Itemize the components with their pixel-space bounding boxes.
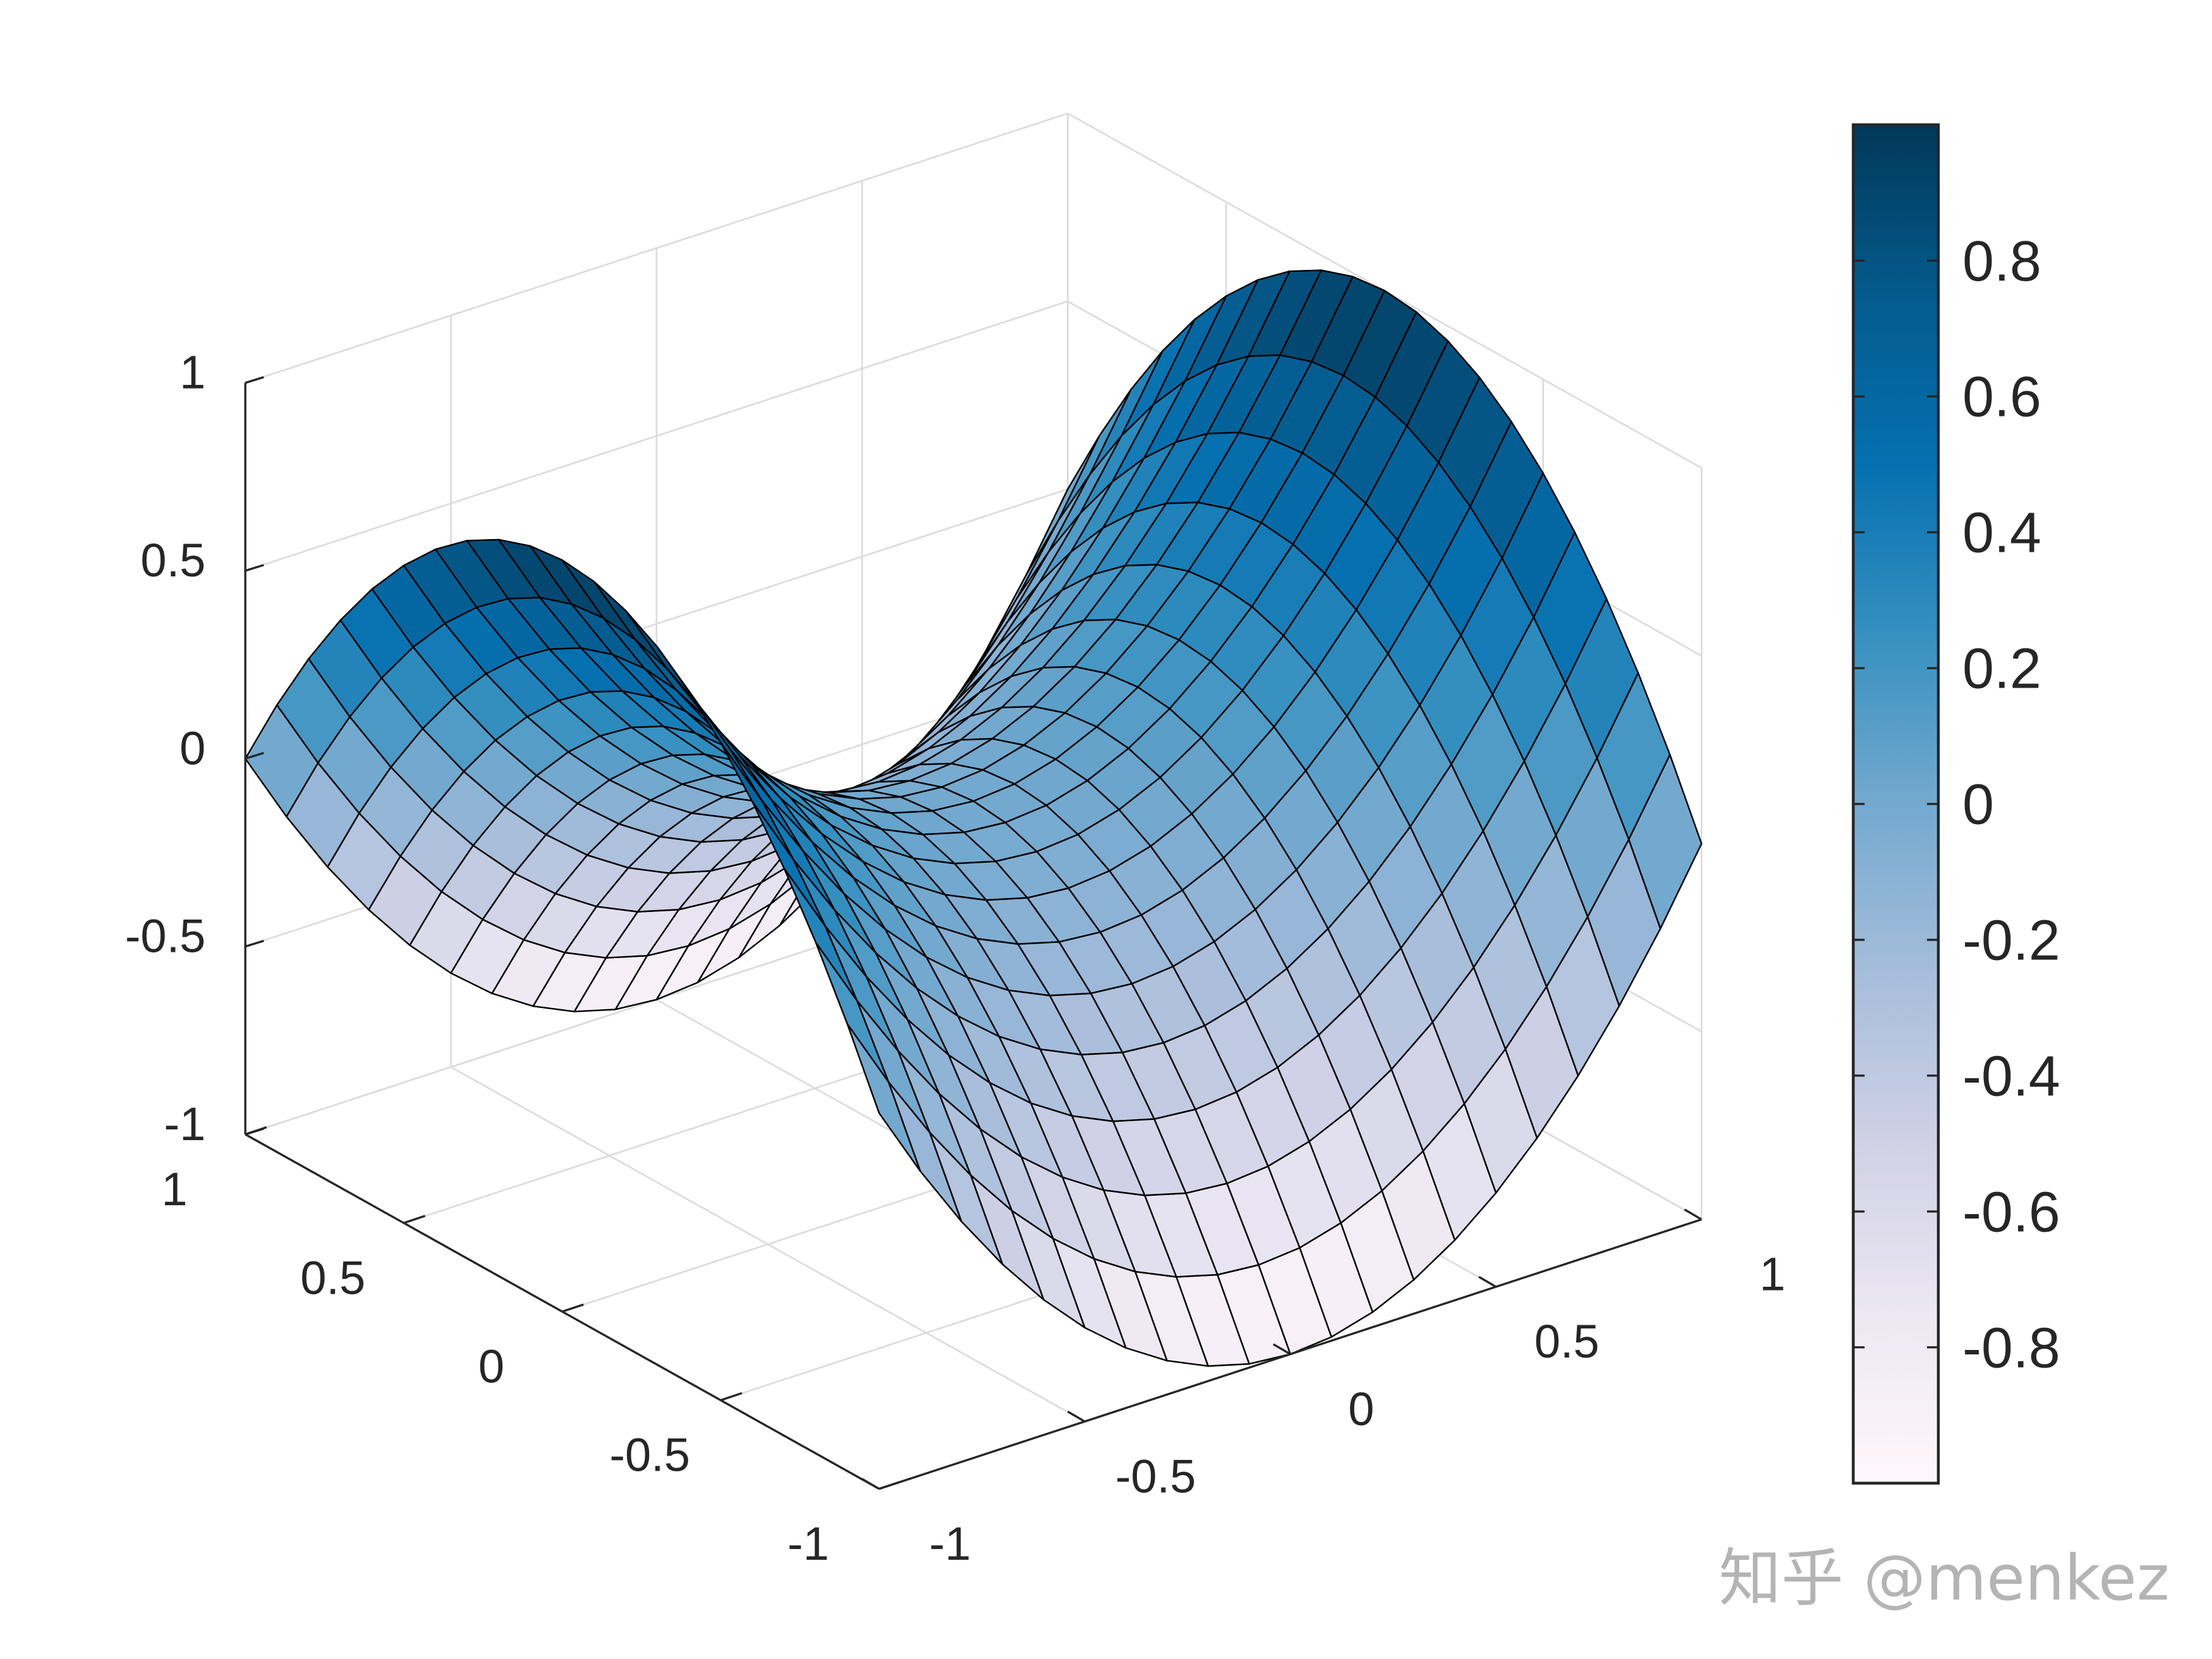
colorbar-tick-label: -0.8 (1962, 1316, 2060, 1380)
surface-patch (783, 867, 858, 1002)
colorbar-tick-label: -0.4 (1962, 1045, 2060, 1108)
axes: -1 -0.5 0 0.5 1 -1 -0.5 0 0.5 1 -1 -0.5 0 0.5 1 (125, 346, 1785, 1570)
surface-patch (1564, 598, 1639, 759)
z-axis-tick (245, 940, 264, 948)
y-axis-tick (562, 1303, 584, 1313)
back-wall-gridline (245, 300, 1068, 572)
colorbar-tick-label: -0.6 (1962, 1181, 2060, 1244)
z-tick-label: -0.5 (125, 910, 206, 963)
z-tick-label: -1 (164, 1098, 206, 1150)
z-axis-tick (245, 564, 264, 572)
y-tick-label: -0.5 (609, 1429, 690, 1481)
z-tick-label: 0.5 (140, 534, 205, 586)
colorbar-tick-label: 0.8 (1962, 230, 2041, 293)
z-tick-label: 0 (179, 722, 205, 774)
colorbar-tick-label: 0.6 (1962, 366, 2041, 429)
surface-mesh (244, 269, 1703, 1367)
y-tick-label: 1 (161, 1163, 187, 1215)
colorbar-tick-label: 0.4 (1962, 502, 2041, 565)
x-axis-tick (1478, 1275, 1497, 1288)
colorbar: -0.8 -0.6 -0.4 -0.2 0 0.2 0.4 0.6 0.8 (1852, 123, 2060, 1485)
x-tick-label: 0 (1348, 1383, 1374, 1435)
x-tick-label: -0.5 (1115, 1450, 1196, 1502)
z-tick-label: 1 (179, 346, 205, 399)
x-tick-label: -1 (929, 1517, 971, 1570)
colorbar-tick-label: 0 (1962, 774, 1994, 837)
y-axis-tick (878, 1480, 901, 1490)
x-axis-tick (1272, 1343, 1291, 1356)
z-axis-tick (245, 376, 264, 384)
y-axis-tick (403, 1215, 426, 1224)
colorbar-gradient (1852, 123, 1940, 1485)
back-wall-gridline (245, 112, 1068, 384)
y-tick-label: 0.5 (300, 1251, 365, 1304)
x-tick-label: 0.5 (1534, 1315, 1600, 1368)
x-tick-label: 1 (1759, 1248, 1785, 1301)
y-axis-tick (245, 1126, 267, 1136)
x-axis-tick (1684, 1208, 1703, 1220)
x-axis-tick (1067, 1411, 1086, 1423)
z-axis-tick (245, 751, 264, 760)
colorbar-tick-label: 0.2 (1962, 638, 2041, 701)
y-tick-label: 0 (478, 1340, 504, 1393)
y-tick-label: -1 (787, 1517, 829, 1570)
colorbar-tick-label: -0.2 (1962, 909, 2060, 972)
x-axis-tick (861, 1478, 880, 1490)
y-axis-tick (720, 1392, 743, 1402)
watermark: 知乎 @menkez (1719, 1542, 2170, 1615)
